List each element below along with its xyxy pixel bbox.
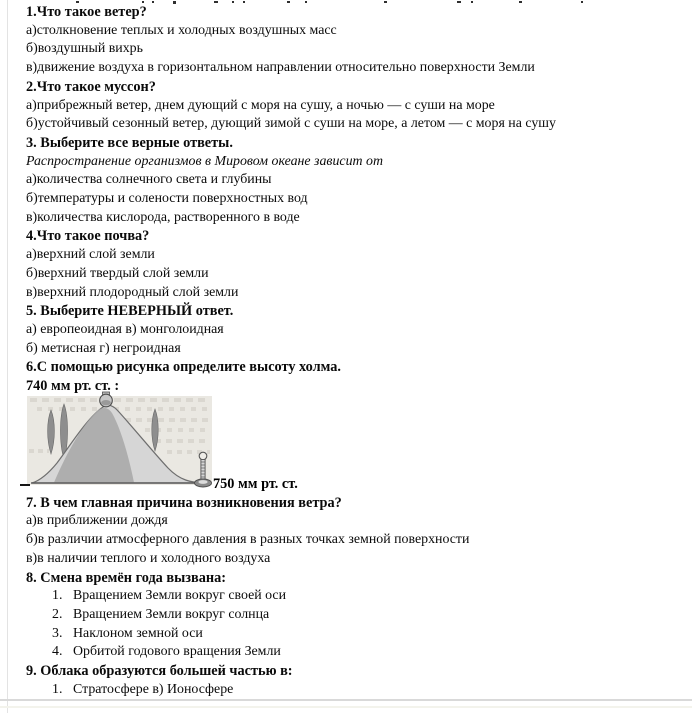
question-title: 2.Что такое муссон? [26,78,156,95]
list-item: 1. Вращением Земли вокруг своей оси [26,587,676,606]
list-item-number: 1. [52,681,63,697]
list-item-text: Наклоном земной оси [73,625,203,641]
ground-barometer-icon [194,451,212,488]
question-title: 5. Выберите НЕВЕРНЫЙ ответ. [26,303,234,320]
hill-figure: 750 мм рт. ст. [20,391,298,492]
list-item: 2. Вращением Земли вокруг солнца [26,606,676,625]
hill-figure-drawing [27,391,212,488]
quiz-body: 1.Что такое ветер? а)столкновение теплых… [20,3,676,700]
answer-option: а)прибрежный ветер, днем дующий с моря н… [26,97,495,113]
summit-barometer-icon [99,391,113,408]
answer-option: в)в наличии теплого и холодного воздуха [26,550,271,566]
page-break-line [0,699,692,701]
tree-icon [47,402,159,460]
answer-option: в)количества кислорода, растворенного в … [26,209,300,225]
stray-dash-mark [20,483,30,486]
answer-option: а) европеоидная в) монголоидная [26,321,224,337]
answer-option: в)движение воздуха в горизонтальном напр… [26,60,535,76]
answer-option: а)количества солнечного света и глубины [26,172,272,188]
question-title: 3. Выберите все верные ответы. [26,134,233,151]
pressure-top-label: 740 мм рт. ст. : [26,378,120,395]
list-item: 1. Стратосфере в) Ионосфере [26,681,676,700]
list-item: 4. Орбитой годового вращения Земли [26,643,676,662]
list-item-text: Стратосфере в) Ионосфере [73,681,234,697]
answer-option: б)устойчивый сезонный ветер, дующий зимо… [26,116,556,132]
list-item-text: Вращением Земли вокруг солнца [73,606,270,622]
list-item-number: 4. [52,644,63,660]
list-item-text: Орбитой годового вращения Земли [73,644,281,660]
question-title: 7. В чем главная причина возникновения в… [26,494,342,511]
answer-option: б)температуры и солености поверхностных … [26,191,308,207]
list-item-number: 2. [52,606,63,622]
answer-option: б)воздушный вихрь [26,41,143,57]
question-title: 6.С помощью рисунка определите высоту хо… [26,359,342,376]
hill-shadow-shape [54,407,134,483]
answer-option: б)в различии атмосферного давления в раз… [26,532,470,548]
answer-option: а)столкновение теплых и холодных воздушн… [26,22,337,38]
clipped-text-fragments [0,0,692,4]
list-item-number: 3. [52,625,63,641]
list-item-text: Вращением Земли вокруг своей оси [73,588,287,604]
answer-option: б)верхний твердый слой земли [26,265,209,281]
list-item-number: 1. [52,588,63,604]
answer-option: а)верхний слой земли [26,247,155,263]
page-break-shadow-line [0,706,692,708]
question-prompt: Распространение организмов в Мировом оке… [26,153,383,169]
answer-option: б) метисная г) негроидная [26,340,181,356]
answer-option: а)в приближении дождя [26,513,168,529]
question-title: 9. Облака образуются большей частью в: [26,663,293,680]
pressure-bottom-label: 750 мм рт. ст. [213,475,298,492]
question-title: 4.Что такое почва? [26,228,150,245]
question-title: 1.Что такое ветер? [26,4,147,20]
question-title: 8. Смена времён года вызвана: [26,569,227,586]
list-item: 3. Наклоном земной оси [26,625,676,644]
page-left-edge-line [7,0,8,713]
answer-option: в)верхний плодородный слой земли [26,284,239,300]
